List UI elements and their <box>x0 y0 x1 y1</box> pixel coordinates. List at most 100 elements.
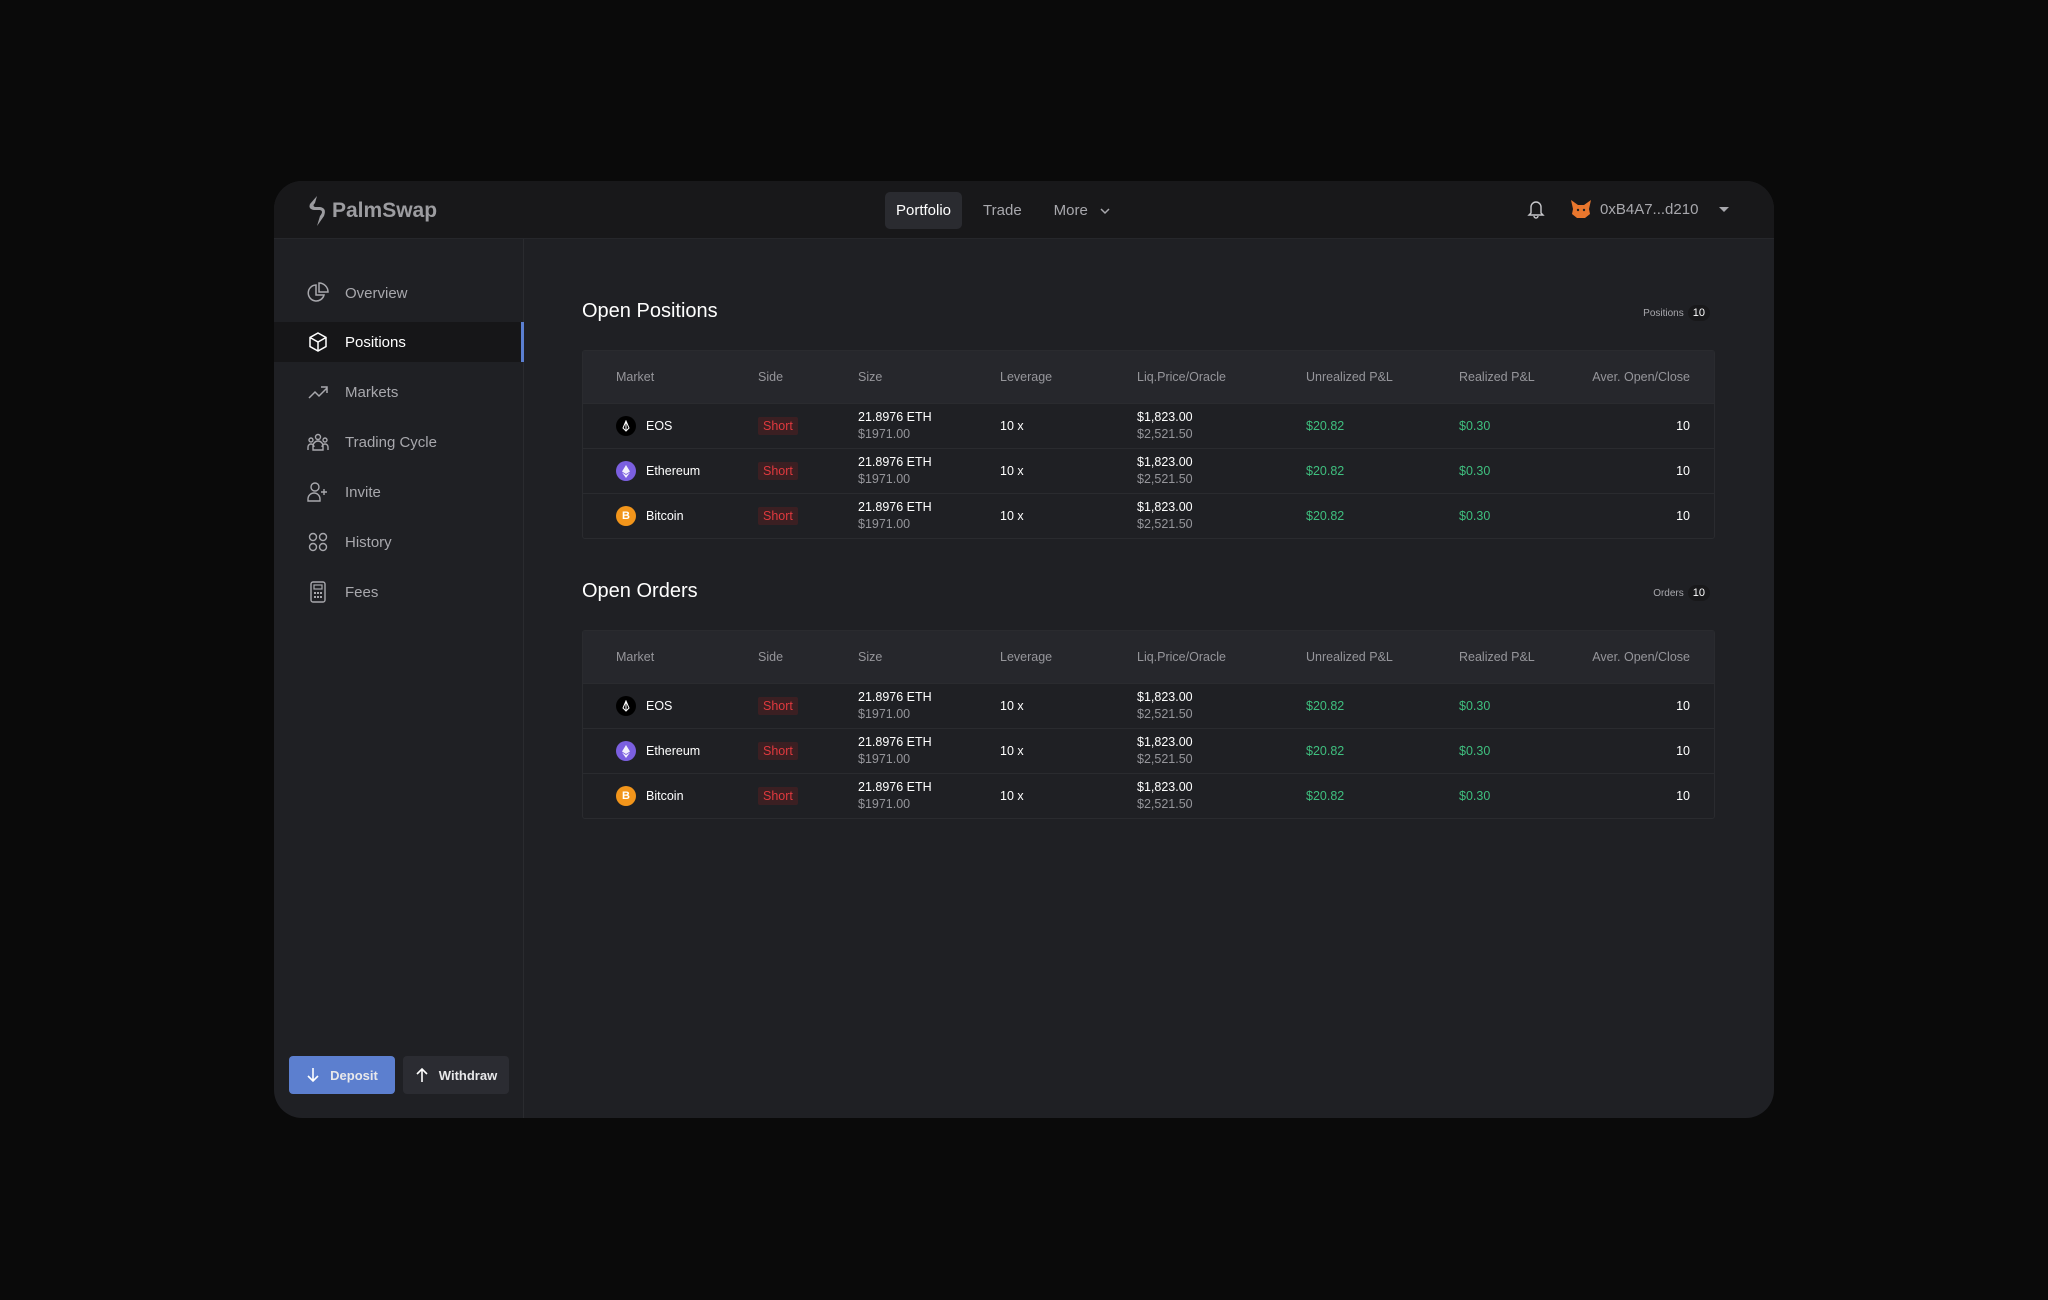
column-header[interactable]: Realized P&L <box>1459 370 1535 384</box>
table-row[interactable]: B Bitcoin Short 21.8976 ETH $1971.00 10 x … <box>583 493 1714 538</box>
liq-price: $1,823.00 <box>1137 735 1193 749</box>
nav-portfolio[interactable]: Portfolio <box>885 192 963 229</box>
unrealized-pnl: $20.82 <box>1306 464 1345 478</box>
pie-chart-icon <box>307 282 329 302</box>
eos-coin-icon <box>616 696 636 716</box>
side-badge: Short <box>758 507 798 525</box>
wallet-address: 0xB4A7...d210 <box>1600 200 1699 218</box>
column-header[interactable]: Size <box>858 650 883 664</box>
btc-coin-icon: B <box>616 786 636 806</box>
table-row[interactable]: EOS Short 21.8976 ETH $1971.00 10 x $1,82… <box>583 683 1714 728</box>
sidebar-item-positions[interactable]: Positions <box>274 322 524 362</box>
account-menu[interactable]: 0xB4A7...d210 <box>1570 199 1730 219</box>
arrow-down-icon <box>307 1068 319 1083</box>
trending-up-icon <box>308 386 328 399</box>
market-name: Bitcoin <box>646 509 684 523</box>
sidebar-item-fees[interactable]: Fees <box>274 572 524 612</box>
table-row[interactable]: EOS Short 21.8976 ETH $1971.00 10 x $1,82… <box>583 403 1714 448</box>
arrow-up-icon <box>416 1067 428 1082</box>
sidebar-item-history[interactable]: History <box>274 522 524 562</box>
side-badge: Short <box>758 462 798 480</box>
oracle-price: $2,521.50 <box>1137 517 1193 531</box>
deposit-button[interactable]: Deposit <box>289 1056 395 1094</box>
realized-pnl: $0.30 <box>1459 789 1491 803</box>
liq-price: $1,823.00 <box>1137 780 1193 794</box>
column-header[interactable]: Leverage <box>1000 370 1053 384</box>
liq-price: $1,823.00 <box>1137 410 1193 424</box>
realized-pnl: $0.30 <box>1459 744 1491 758</box>
leverage: 10 x <box>1000 419 1024 433</box>
unrealized-pnl: $20.82 <box>1306 699 1345 713</box>
aver-open-close: 10 <box>1676 464 1690 478</box>
column-header[interactable]: Aver. Open/Close <box>1592 370 1690 384</box>
size-usd: $1971.00 <box>858 707 911 721</box>
aver-open-close: 10 <box>1676 789 1690 803</box>
user-plus-icon <box>307 482 327 502</box>
table-row[interactable]: B Bitcoin Short 21.8976 ETH $1971.00 10 x … <box>583 773 1714 818</box>
table-row[interactable]: Ethereum Short 21.8976 ETH $1971.00 10 x … <box>583 448 1714 493</box>
column-header[interactable]: Liq.Price/Oracle <box>1137 370 1226 384</box>
liq-price: $1,823.00 <box>1137 455 1193 469</box>
leverage: 10 x <box>1000 464 1024 478</box>
size-usd: $1971.00 <box>858 517 911 531</box>
unrealized-pnl: $20.82 <box>1306 509 1345 523</box>
size: 21.8976 ETH <box>858 455 932 469</box>
column-header[interactable]: Side <box>758 370 784 384</box>
column-header[interactable]: Realized P&L <box>1459 650 1535 664</box>
nav-trade[interactable]: Trade <box>983 202 1022 219</box>
leverage: 10 x <box>1000 699 1024 713</box>
users-group-icon <box>307 433 329 451</box>
aver-open-close: 10 <box>1676 744 1690 758</box>
bell-icon[interactable] <box>1527 199 1545 219</box>
sidebar-item-markets[interactable]: Markets <box>274 372 524 412</box>
column-header[interactable]: Market <box>616 370 655 384</box>
oracle-price: $2,521.50 <box>1137 752 1193 766</box>
column-header[interactable]: Liq.Price/Oracle <box>1137 650 1226 664</box>
main-nav: Portfolio Trade More <box>885 192 1123 229</box>
market-name: Ethereum <box>646 464 701 478</box>
unrealized-pnl: $20.82 <box>1306 744 1345 758</box>
aver-open-close: 10 <box>1676 509 1690 523</box>
calculator-icon <box>310 581 326 603</box>
open-positions-title: Open Positions <box>582 300 718 322</box>
aver-open-close: 10 <box>1676 699 1690 713</box>
size-usd: $1971.00 <box>858 752 911 766</box>
eth-coin-icon <box>616 741 636 761</box>
sidebar-item-overview[interactable]: Overview <box>274 273 524 313</box>
open-orders-title: Open Orders <box>582 580 698 602</box>
market-name: EOS <box>646 699 673 713</box>
sidebar-item-invite[interactable]: Invite <box>274 472 524 512</box>
column-header[interactable]: Side <box>758 650 784 664</box>
realized-pnl: $0.30 <box>1459 419 1491 433</box>
market-name: Bitcoin <box>646 789 684 803</box>
side-badge: Short <box>758 742 798 760</box>
btc-coin-icon: B <box>616 506 636 526</box>
column-header[interactable]: Market <box>616 650 655 664</box>
aver-open-close: 10 <box>1676 419 1690 433</box>
unrealized-pnl: $20.82 <box>1306 419 1345 433</box>
column-header[interactable]: Unrealized P&L <box>1306 650 1393 664</box>
leverage: 10 x <box>1000 744 1024 758</box>
column-header[interactable]: Unrealized P&L <box>1306 370 1393 384</box>
size-usd: $1971.00 <box>858 427 911 441</box>
market-name: EOS <box>646 419 673 433</box>
oracle-price: $2,521.50 <box>1137 797 1193 811</box>
logo[interactable]: PalmSwap <box>306 195 437 227</box>
size-usd: $1971.00 <box>858 472 911 486</box>
eos-coin-icon <box>616 416 636 436</box>
palmswap-logo-icon <box>309 196 325 226</box>
sidebar-item-trading-cycle[interactable]: Trading Cycle <box>274 422 524 462</box>
app-window: PalmSwap Portfolio Trade More 0xB4A7...d… <box>274 181 1774 1118</box>
nav-more[interactable]: More <box>1043 192 1123 229</box>
leverage: 10 x <box>1000 509 1024 523</box>
table-row[interactable]: Ethereum Short 21.8976 ETH $1971.00 10 x … <box>583 728 1714 773</box>
size: 21.8976 ETH <box>858 410 932 424</box>
side-badge: Short <box>758 697 798 715</box>
column-header[interactable]: Aver. Open/Close <box>1592 650 1690 664</box>
size: 21.8976 ETH <box>858 500 932 514</box>
column-header[interactable]: Leverage <box>1000 650 1053 664</box>
withdraw-button[interactable]: Withdraw <box>403 1056 509 1094</box>
positions-count: Positions 10 <box>1643 305 1710 321</box>
eth-coin-icon <box>616 461 636 481</box>
column-header[interactable]: Size <box>858 370 883 384</box>
